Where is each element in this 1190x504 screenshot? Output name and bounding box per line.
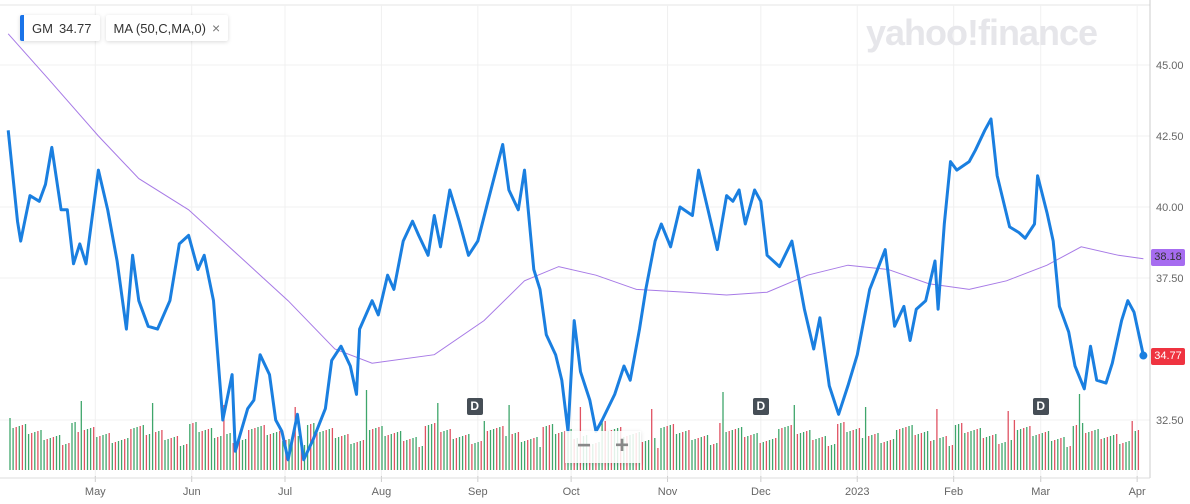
yahoo-finance-logo: yahoo!finance: [866, 12, 1098, 53]
legend: GM 34.77 MA (50,C,MA,0) ×: [20, 15, 229, 41]
ma-line: [7, 33, 1144, 364]
y-tick-label: 37.50: [1156, 273, 1184, 285]
x-tick-label: Feb: [944, 486, 963, 498]
ticker-symbol: GM: [32, 20, 53, 36]
last-price-dot: [1139, 351, 1148, 360]
ma-last-value-tag: 38.18: [1151, 248, 1185, 266]
x-tick-label: May: [85, 486, 106, 498]
zoom-out-button[interactable]: −: [576, 432, 591, 459]
x-tick-label: Nov: [658, 486, 678, 498]
zoom-in-button[interactable]: +: [614, 432, 629, 459]
ticker-price: 34.77: [58, 20, 92, 36]
x-tick-label: Aug: [372, 486, 392, 498]
x-tick-label: Oct: [563, 486, 580, 498]
x-tick-label: Jul: [278, 486, 292, 498]
last-price-tag: 34.77: [1151, 347, 1185, 365]
ticker-chip[interactable]: GM 34.77: [20, 15, 100, 41]
dividend-marker[interactable]: D: [752, 398, 769, 415]
x-tick-label: 2023: [845, 486, 869, 498]
dividend-marker[interactable]: D: [466, 398, 483, 415]
dividend-marker[interactable]: D: [1032, 398, 1049, 415]
y-tick-label: 40.00: [1156, 202, 1184, 214]
x-tick-label: Dec: [751, 486, 771, 498]
x-tick-label: Apr: [1129, 486, 1146, 498]
zoom-control: − +: [565, 431, 641, 463]
x-tick-label: Jun: [183, 486, 201, 498]
x-tick-label: Sep: [468, 486, 488, 498]
close-icon[interactable]: ×: [211, 20, 221, 36]
y-tick-label: 42.50: [1156, 131, 1184, 143]
y-tick-label: 45.00: [1156, 60, 1184, 72]
y-tick-label: 32.50: [1156, 415, 1184, 427]
ma-label: MA (50,C,MA,0): [113, 20, 206, 36]
price-line: [6, 117, 1145, 462]
x-tick-label: Mar: [1031, 486, 1050, 498]
ma-indicator-chip[interactable]: MA (50,C,MA,0) ×: [105, 15, 229, 41]
